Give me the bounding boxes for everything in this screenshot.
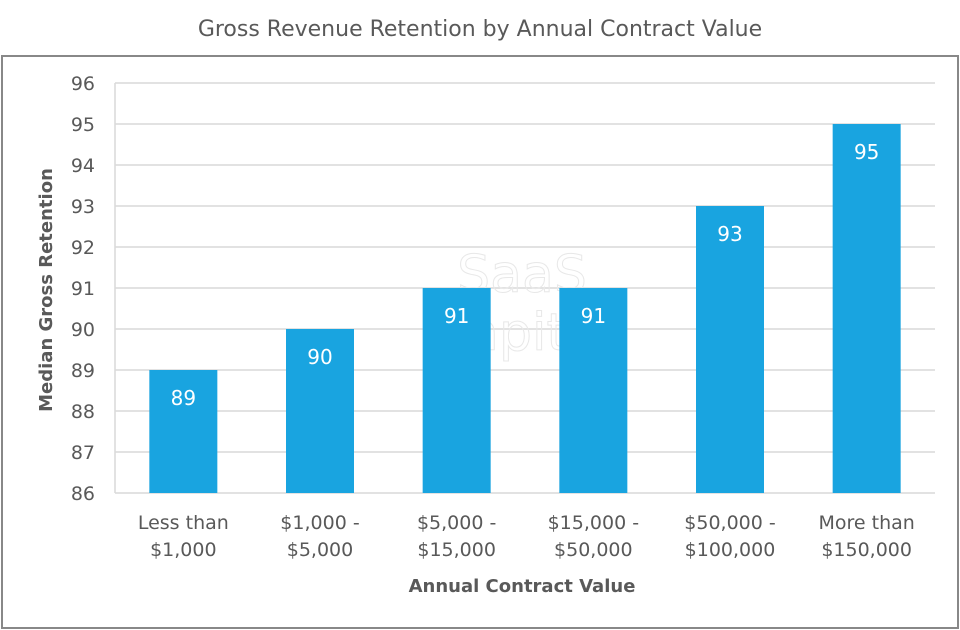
- bar: [559, 288, 628, 493]
- x-tick-label: $100,000: [685, 539, 776, 561]
- y-tick-label: 91: [71, 278, 95, 300]
- y-tick-label: 86: [71, 483, 95, 505]
- x-tick-label: $1,000 -: [280, 512, 359, 534]
- y-tick-label: 88: [71, 401, 95, 423]
- x-tick-label: $1,000: [150, 539, 216, 561]
- x-tick-label: Less than: [138, 512, 229, 534]
- bar: [696, 206, 764, 493]
- y-tick-label: 92: [71, 237, 95, 259]
- chart-border: [1, 55, 959, 629]
- y-tick-label: 94: [71, 155, 95, 177]
- y-tick-label: 87: [71, 442, 95, 464]
- data-label: 93: [717, 222, 742, 246]
- y-tick-label: 89: [71, 360, 95, 382]
- bar: [149, 370, 218, 493]
- y-tick-label: 95: [71, 114, 95, 136]
- x-tick-label: $5,000 -: [417, 512, 496, 534]
- x-tick-label: $5,000: [287, 539, 353, 561]
- x-axis-label: Annual Contract Value: [409, 576, 636, 597]
- data-label: 90: [307, 345, 332, 369]
- y-tick-label: 93: [71, 196, 95, 218]
- data-label: 91: [444, 304, 469, 328]
- data-label: 91: [581, 304, 606, 328]
- data-label: 89: [171, 386, 196, 410]
- data-label: 95: [854, 140, 879, 164]
- x-tick-label: $50,000 -: [684, 512, 775, 534]
- x-tick-label: More than: [819, 512, 915, 534]
- y-tick-label: 90: [71, 319, 95, 341]
- x-tick-label: $150,000: [821, 539, 912, 561]
- y-tick-label: 96: [71, 73, 95, 95]
- bar: [286, 329, 354, 493]
- x-tick-label: $50,000: [554, 539, 633, 561]
- chart-title: Gross Revenue Retention by Annual Contra…: [198, 17, 762, 42]
- bar: [422, 288, 491, 493]
- x-tick-label: $15,000 -: [548, 512, 639, 534]
- x-tick-label: $15,000: [417, 539, 496, 561]
- y-axis-label: Median Gross Retention: [36, 168, 57, 412]
- bar: [832, 124, 901, 493]
